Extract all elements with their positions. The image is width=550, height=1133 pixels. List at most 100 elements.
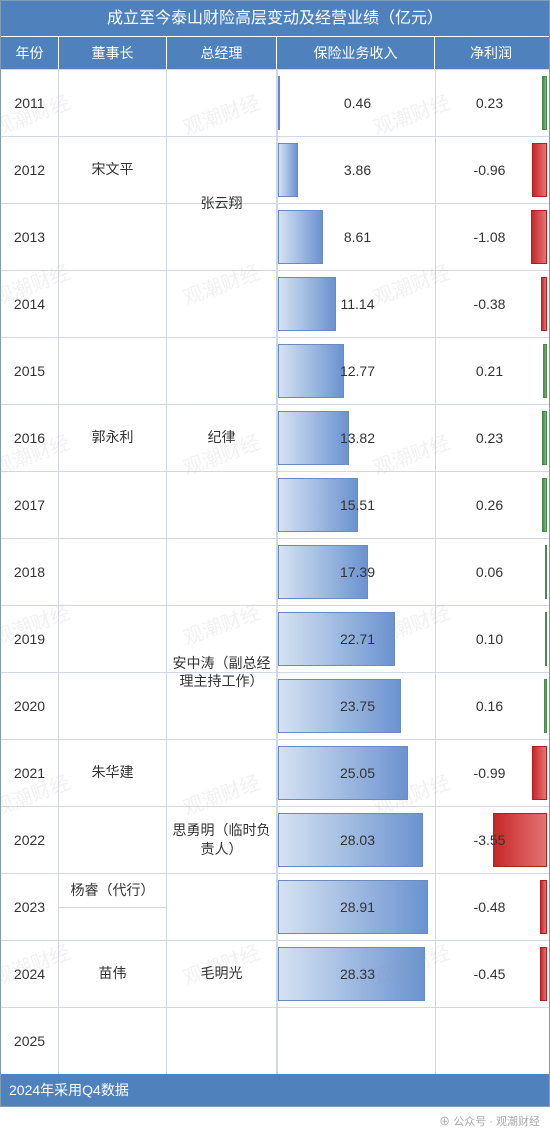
revenue-value: 15.51 — [280, 497, 435, 513]
span-divider — [59, 605, 166, 606]
profit-cell: -3.55 — [435, 807, 547, 873]
chairman-label: 宋文平 — [59, 69, 166, 270]
revenue-cell: 11.14 — [277, 271, 435, 337]
profit-cell: 0.23 — [435, 70, 547, 136]
revenue-value: 17.39 — [280, 564, 435, 580]
revenue-cell: 28.03 — [277, 807, 435, 873]
profit-bar-positive — [544, 679, 547, 733]
profit-value: -0.45 — [436, 966, 543, 982]
profit-value: -0.38 — [436, 296, 543, 312]
profit-cell: 0.21 — [435, 338, 547, 404]
revenue-value: 28.03 — [280, 832, 435, 848]
source-attribution: ⊕ 公众号 · 观潮财经 — [0, 1107, 550, 1133]
revenue-cell: 12.77 — [277, 338, 435, 404]
year-cell: 2020 — [1, 673, 59, 739]
profit-value: -3.55 — [436, 832, 543, 848]
revenue-value: 11.14 — [280, 296, 435, 312]
header-cell: 净利润 — [435, 37, 547, 69]
year-cell: 2014 — [1, 271, 59, 337]
revenue-value: 22.71 — [280, 631, 435, 647]
profit-cell: -0.45 — [435, 941, 547, 1007]
revenue-value: 12.77 — [280, 363, 435, 379]
profit-value: -1.08 — [436, 229, 543, 245]
revenue-cell: 28.33 — [277, 941, 435, 1007]
profit-value: 0.23 — [436, 95, 543, 111]
year-cell: 2018 — [1, 539, 59, 605]
manager-label: 毛明光 — [167, 873, 276, 1074]
year-cell: 2023 — [1, 874, 59, 940]
revenue-cell: 0.46 — [277, 70, 435, 136]
profit-bar-positive — [542, 76, 547, 130]
profit-cell: -0.96 — [435, 137, 547, 203]
profit-cell: -0.38 — [435, 271, 547, 337]
year-cell: 2011 — [1, 70, 59, 136]
chairman-cell-slot — [59, 673, 167, 739]
profit-value: -0.48 — [436, 899, 543, 915]
profit-cell: -1.08 — [435, 204, 547, 270]
year-cell: 2025 — [1, 1008, 59, 1074]
profit-value: 0.16 — [436, 698, 543, 714]
revenue-cell: 28.91 — [277, 874, 435, 940]
year-cell: 2017 — [1, 472, 59, 538]
table-title: 成立至今泰山财险高层变动及经营业绩（亿元） — [1, 1, 549, 37]
profit-value: -0.96 — [436, 162, 543, 178]
year-cell: 2012 — [1, 137, 59, 203]
revenue-cell — [277, 1008, 435, 1074]
profit-cell: 0.06 — [435, 539, 547, 605]
profit-cell: 0.23 — [435, 405, 547, 471]
header-cell: 年份 — [1, 37, 59, 69]
profit-value: 0.26 — [436, 497, 543, 513]
revenue-value: 28.91 — [280, 899, 435, 915]
profit-value: 0.23 — [436, 430, 543, 446]
profit-cell: 0.16 — [435, 673, 547, 739]
revenue-value: 25.05 — [280, 765, 435, 781]
profit-bar-positive — [543, 344, 547, 398]
year-cell: 2021 — [1, 740, 59, 806]
year-cell: 2016 — [1, 405, 59, 471]
profit-value: 0.21 — [436, 363, 543, 379]
revenue-cell: 22.71 — [277, 606, 435, 672]
profit-cell: -0.48 — [435, 874, 547, 940]
profit-cell — [435, 1008, 547, 1074]
chairman-label: 苗伟 — [59, 873, 166, 1074]
profit-cell: 0.26 — [435, 472, 547, 538]
year-cell: 2013 — [1, 204, 59, 270]
revenue-cell: 3.86 — [277, 137, 435, 203]
revenue-cell: 15.51 — [277, 472, 435, 538]
chairman-column: 宋文平郭永利朱华建杨睿（代行）苗伟 — [59, 69, 167, 1074]
revenue-value: 0.46 — [280, 95, 435, 111]
profit-bar-positive — [545, 612, 547, 666]
table-footer: 2024年采用Q4数据 — [1, 1074, 549, 1106]
year-cell: 2024 — [1, 941, 59, 1007]
revenue-cell: 13.82 — [277, 405, 435, 471]
profit-bar-positive — [542, 411, 547, 465]
chairman-label: 朱华建 — [59, 739, 166, 806]
profit-value: -0.99 — [436, 765, 543, 781]
profit-value: 0.10 — [436, 631, 543, 647]
revenue-cell: 17.39 — [277, 539, 435, 605]
profit-value: 0.06 — [436, 564, 543, 580]
header-cell: 董事长 — [59, 37, 167, 69]
profit-bar-positive — [545, 545, 547, 599]
year-cell: 2022 — [1, 807, 59, 873]
revenue-value: 8.61 — [280, 229, 435, 245]
profit-cell: 0.10 — [435, 606, 547, 672]
header-cell: 保险业务收入 — [277, 37, 435, 69]
chairman-cell-slot — [59, 606, 167, 672]
profit-cell: -0.99 — [435, 740, 547, 806]
header-cell: 总经理 — [167, 37, 277, 69]
manager-column: 张云翔纪律安中涛（副总经理主持工作）思勇明（临时负责人）毛明光 — [167, 69, 277, 1074]
revenue-cell: 25.05 — [277, 740, 435, 806]
year-cell: 2015 — [1, 338, 59, 404]
revenue-value: 3.86 — [280, 162, 435, 178]
chairman-label: 郭永利 — [59, 270, 166, 605]
revenue-value: 23.75 — [280, 698, 435, 714]
revenue-cell: 23.75 — [277, 673, 435, 739]
revenue-cell: 8.61 — [277, 204, 435, 270]
report-table: 成立至今泰山财险高层变动及经营业绩（亿元） 年份董事长总经理保险业务收入净利润 … — [0, 0, 550, 1107]
table-header-row: 年份董事长总经理保险业务收入净利润 — [1, 37, 549, 69]
revenue-value: 28.33 — [280, 966, 435, 982]
table-body: 宋文平郭永利朱华建杨睿（代行）苗伟 张云翔纪律安中涛（副总经理主持工作）思勇明（… — [1, 69, 549, 1074]
revenue-value: 13.82 — [280, 430, 435, 446]
year-cell: 2019 — [1, 606, 59, 672]
